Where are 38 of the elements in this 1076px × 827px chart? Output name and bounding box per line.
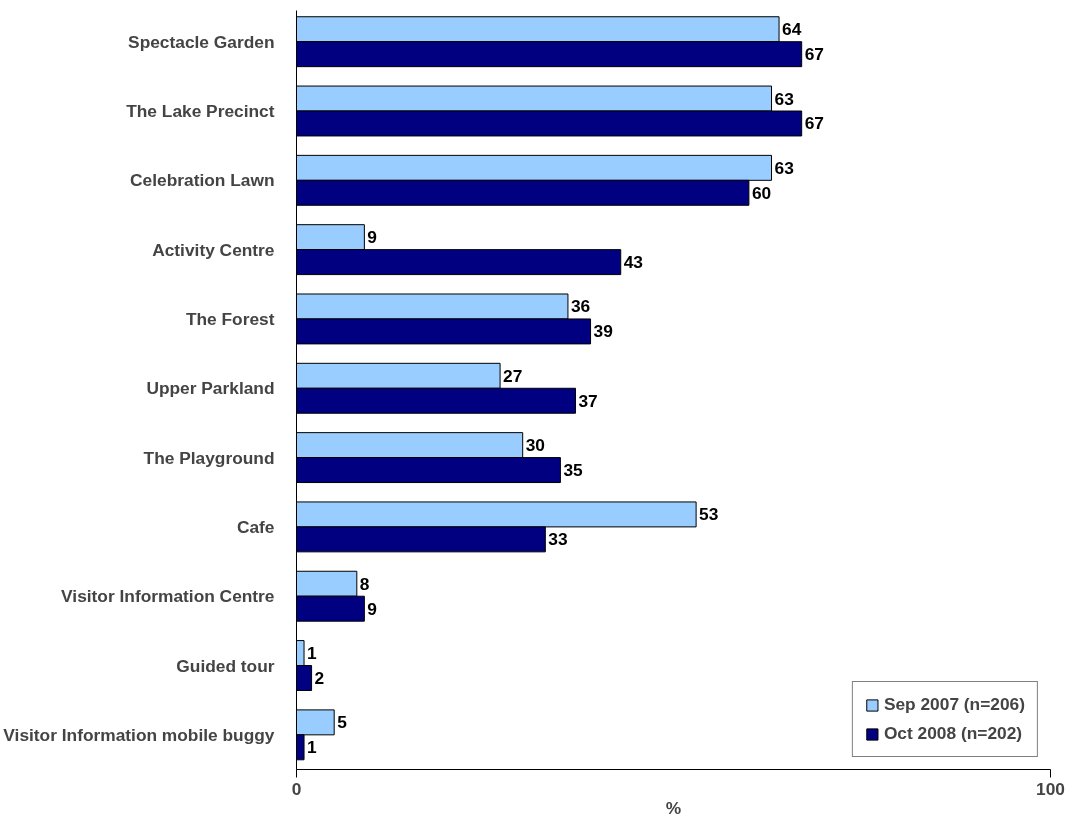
data-label: 63 (774, 157, 795, 178)
data-label: 1 (307, 643, 318, 664)
data-label: 9 (367, 598, 377, 619)
data-label: 64 (782, 19, 802, 40)
y-tick-label: Spectacle Garden (128, 31, 275, 52)
data-label: 5 (337, 712, 348, 733)
data-label: 67 (804, 113, 824, 134)
y-tick-label: Activity Centre (152, 239, 275, 260)
legend-label: Sep 2007 (n=206) (883, 694, 1025, 715)
data-label: 39 (593, 321, 613, 342)
data-label: 67 (804, 44, 824, 65)
data-label: 63 (774, 88, 795, 109)
data-label: 35 (563, 460, 584, 481)
y-tick-label: Guided tour (176, 655, 275, 676)
data-label: 30 (525, 435, 545, 456)
x-axis-title: % (665, 797, 682, 818)
y-tick-label: Cafe (236, 516, 275, 537)
data-label: 27 (503, 365, 523, 386)
data-label: 8 (359, 573, 370, 594)
data-label: 1 (307, 737, 318, 758)
y-tick-label: Visitor Information mobile buggy (3, 724, 275, 745)
y-tick-label: The Lake Precinct (126, 101, 275, 122)
data-label: 2 (314, 668, 325, 688)
data-label: 9 (367, 227, 377, 248)
y-tick-label: The Forest (185, 308, 275, 329)
x-tick-label: 0 (291, 778, 302, 799)
legend-label: Oct 2008 (n=202) (883, 723, 1023, 744)
x-tick-label: 100 (1036, 778, 1065, 799)
y-tick-label: Celebration Lawn (130, 170, 275, 191)
y-tick-label: Visitor Information Centre (61, 586, 275, 607)
data-label: 33 (548, 529, 568, 550)
data-label: 43 (623, 252, 644, 273)
y-tick-label: The Playground (143, 447, 275, 468)
y-tick-label: Upper Parkland (146, 378, 275, 399)
data-label: 36 (570, 296, 591, 317)
data-label: 37 (578, 390, 598, 411)
data-label: 60 (751, 182, 772, 203)
data-label: 53 (699, 504, 719, 525)
